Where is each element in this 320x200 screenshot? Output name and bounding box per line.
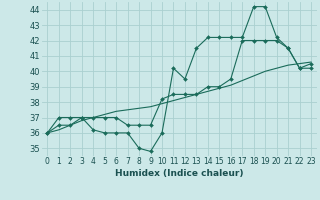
- X-axis label: Humidex (Indice chaleur): Humidex (Indice chaleur): [115, 169, 244, 178]
